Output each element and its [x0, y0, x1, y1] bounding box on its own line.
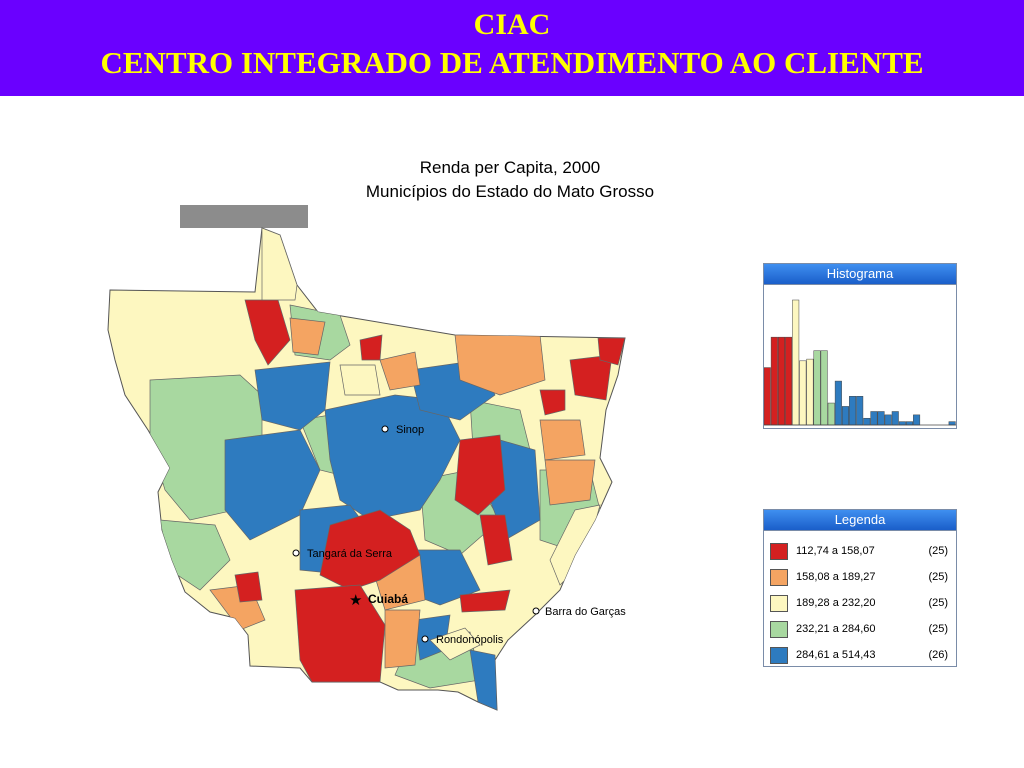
histogram-bar: [856, 396, 864, 426]
region-red-se: [459, 589, 511, 613]
region-red-southwest: [234, 571, 263, 603]
region-light-center: [339, 364, 381, 396]
region-light-north-tip: [261, 228, 298, 301]
legend-item: 232,21 a 284,60 (25): [764, 615, 956, 641]
map-subtitle: Municípios do Estado do Mato Grosso: [365, 182, 655, 201]
region-red-northeast-tip: [597, 337, 625, 366]
city-barra-do-garcas: Barra do Garças: [532, 606, 626, 618]
region-red-center-south: [319, 509, 421, 591]
histogram-chart: [763, 299, 956, 426]
region-orange-east-2: [544, 459, 596, 506]
histogram-bar: [884, 414, 892, 426]
legend-count: (25): [928, 545, 948, 557]
histogram-bar: [863, 417, 871, 426]
legend-range: 232,21 a 284,60: [796, 623, 876, 635]
legend-count: (26): [928, 649, 948, 661]
legend-item: 158,08 a 189,27 (25): [764, 563, 956, 589]
title-banner: CIAC CENTRO INTEGRADO DE ATENDIMENTO AO …: [0, 0, 1024, 96]
histogram-bar: [813, 350, 821, 426]
region-red-south: [294, 584, 386, 683]
city-label: Tangará da Serra: [307, 548, 393, 560]
region-orange-east-1: [539, 419, 586, 461]
city-sinop: Sinop: [381, 424, 424, 436]
map-title: Renda per Capita, 2000: [419, 158, 601, 177]
city-label: Cuiabá: [368, 592, 408, 606]
histogram-bar: [806, 358, 814, 426]
region-light-south: [429, 627, 481, 661]
histogram-bar: [820, 350, 828, 426]
banner-subtitle: CENTRO INTEGRADO DE ATENDIMENTO AO CLIEN…: [100, 45, 924, 80]
region-red-east-center: [454, 434, 506, 516]
histogram-bar: [792, 299, 800, 426]
region-orange-north-center: [379, 351, 421, 391]
histogram-title: Histograma: [764, 264, 956, 285]
histogram-bar: [849, 396, 857, 426]
histogram-bar: [763, 367, 771, 426]
region-red-east-small: [479, 514, 513, 566]
city-label: Sinop: [396, 424, 424, 436]
histogram-bar: [770, 336, 778, 426]
city-rondonopolis: Rondonópolis: [421, 634, 504, 646]
legend-range: 158,08 a 189,27: [796, 571, 876, 583]
banner-title: CIAC: [473, 8, 551, 41]
legend-range: 284,61 a 514,43: [796, 649, 876, 661]
histogram-bar: [785, 336, 793, 426]
legend-item: 112,74 a 158,07 (25): [764, 537, 956, 563]
city-label: Rondonópolis: [436, 634, 504, 646]
legend-count: (25): [928, 597, 948, 609]
histogram-bar: [898, 421, 906, 426]
region-red-ne-small: [539, 389, 566, 416]
legend-panel: Legenda 112,74 a 158,07 (25) 158,08 a 18…: [763, 509, 957, 667]
legend-count: (25): [928, 571, 948, 583]
histogram-bar: [905, 421, 913, 426]
histogram-bar: [877, 411, 885, 426]
region-orange-south-center: [384, 609, 421, 669]
legend-range: 112,74 a 158,07: [796, 545, 875, 557]
region-blue-northwest: [254, 361, 331, 431]
legend-swatch: [770, 543, 788, 560]
histogram-bar: [913, 414, 921, 426]
histogram-bar: [777, 336, 785, 426]
histogram-panel: Histograma: [763, 263, 957, 429]
legend-count: (25): [928, 623, 948, 635]
region-red-north-small: [359, 334, 383, 361]
legend-item: 284,61 a 514,43 (26): [764, 641, 956, 667]
histogram-bar: [841, 406, 849, 426]
histogram-bar: [948, 421, 956, 426]
legend-swatch: [770, 569, 788, 586]
legend-range: 189,28 a 232,20: [796, 597, 876, 609]
histogram-bar: [827, 402, 835, 426]
histogram-bar: [891, 411, 899, 426]
legend-swatch: [770, 621, 788, 638]
region-blue-southtip: [469, 649, 498, 710]
histogram-bar: [834, 380, 842, 426]
histogram-bar: [870, 411, 878, 426]
histogram-bar: [799, 360, 807, 426]
legend-swatch: [770, 647, 788, 664]
city-label: Barra do Garças: [545, 606, 626, 618]
region-red-northeast: [569, 354, 613, 401]
legend-title: Legenda: [764, 510, 956, 531]
gray-bar: [180, 205, 308, 228]
city-tangara: Tangará da Serra: [292, 548, 393, 560]
star-icon: ★: [349, 592, 362, 609]
region-orange-north-west: [289, 317, 326, 356]
city-cuiaba: ★ Cuiabá: [349, 592, 408, 609]
legend-swatch: [770, 595, 788, 612]
legend-item: 189,28 a 232,20 (25): [764, 589, 956, 615]
